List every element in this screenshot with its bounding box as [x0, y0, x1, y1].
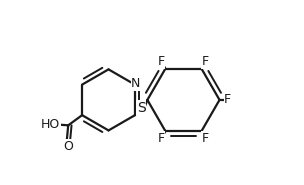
- Text: F: F: [158, 132, 165, 145]
- Text: HO: HO: [41, 118, 60, 131]
- Text: S: S: [137, 100, 146, 115]
- Text: F: F: [158, 55, 165, 68]
- Text: O: O: [64, 140, 73, 153]
- Text: F: F: [202, 132, 209, 145]
- Text: N: N: [131, 77, 140, 90]
- Text: F: F: [202, 55, 209, 68]
- Text: F: F: [224, 93, 231, 106]
